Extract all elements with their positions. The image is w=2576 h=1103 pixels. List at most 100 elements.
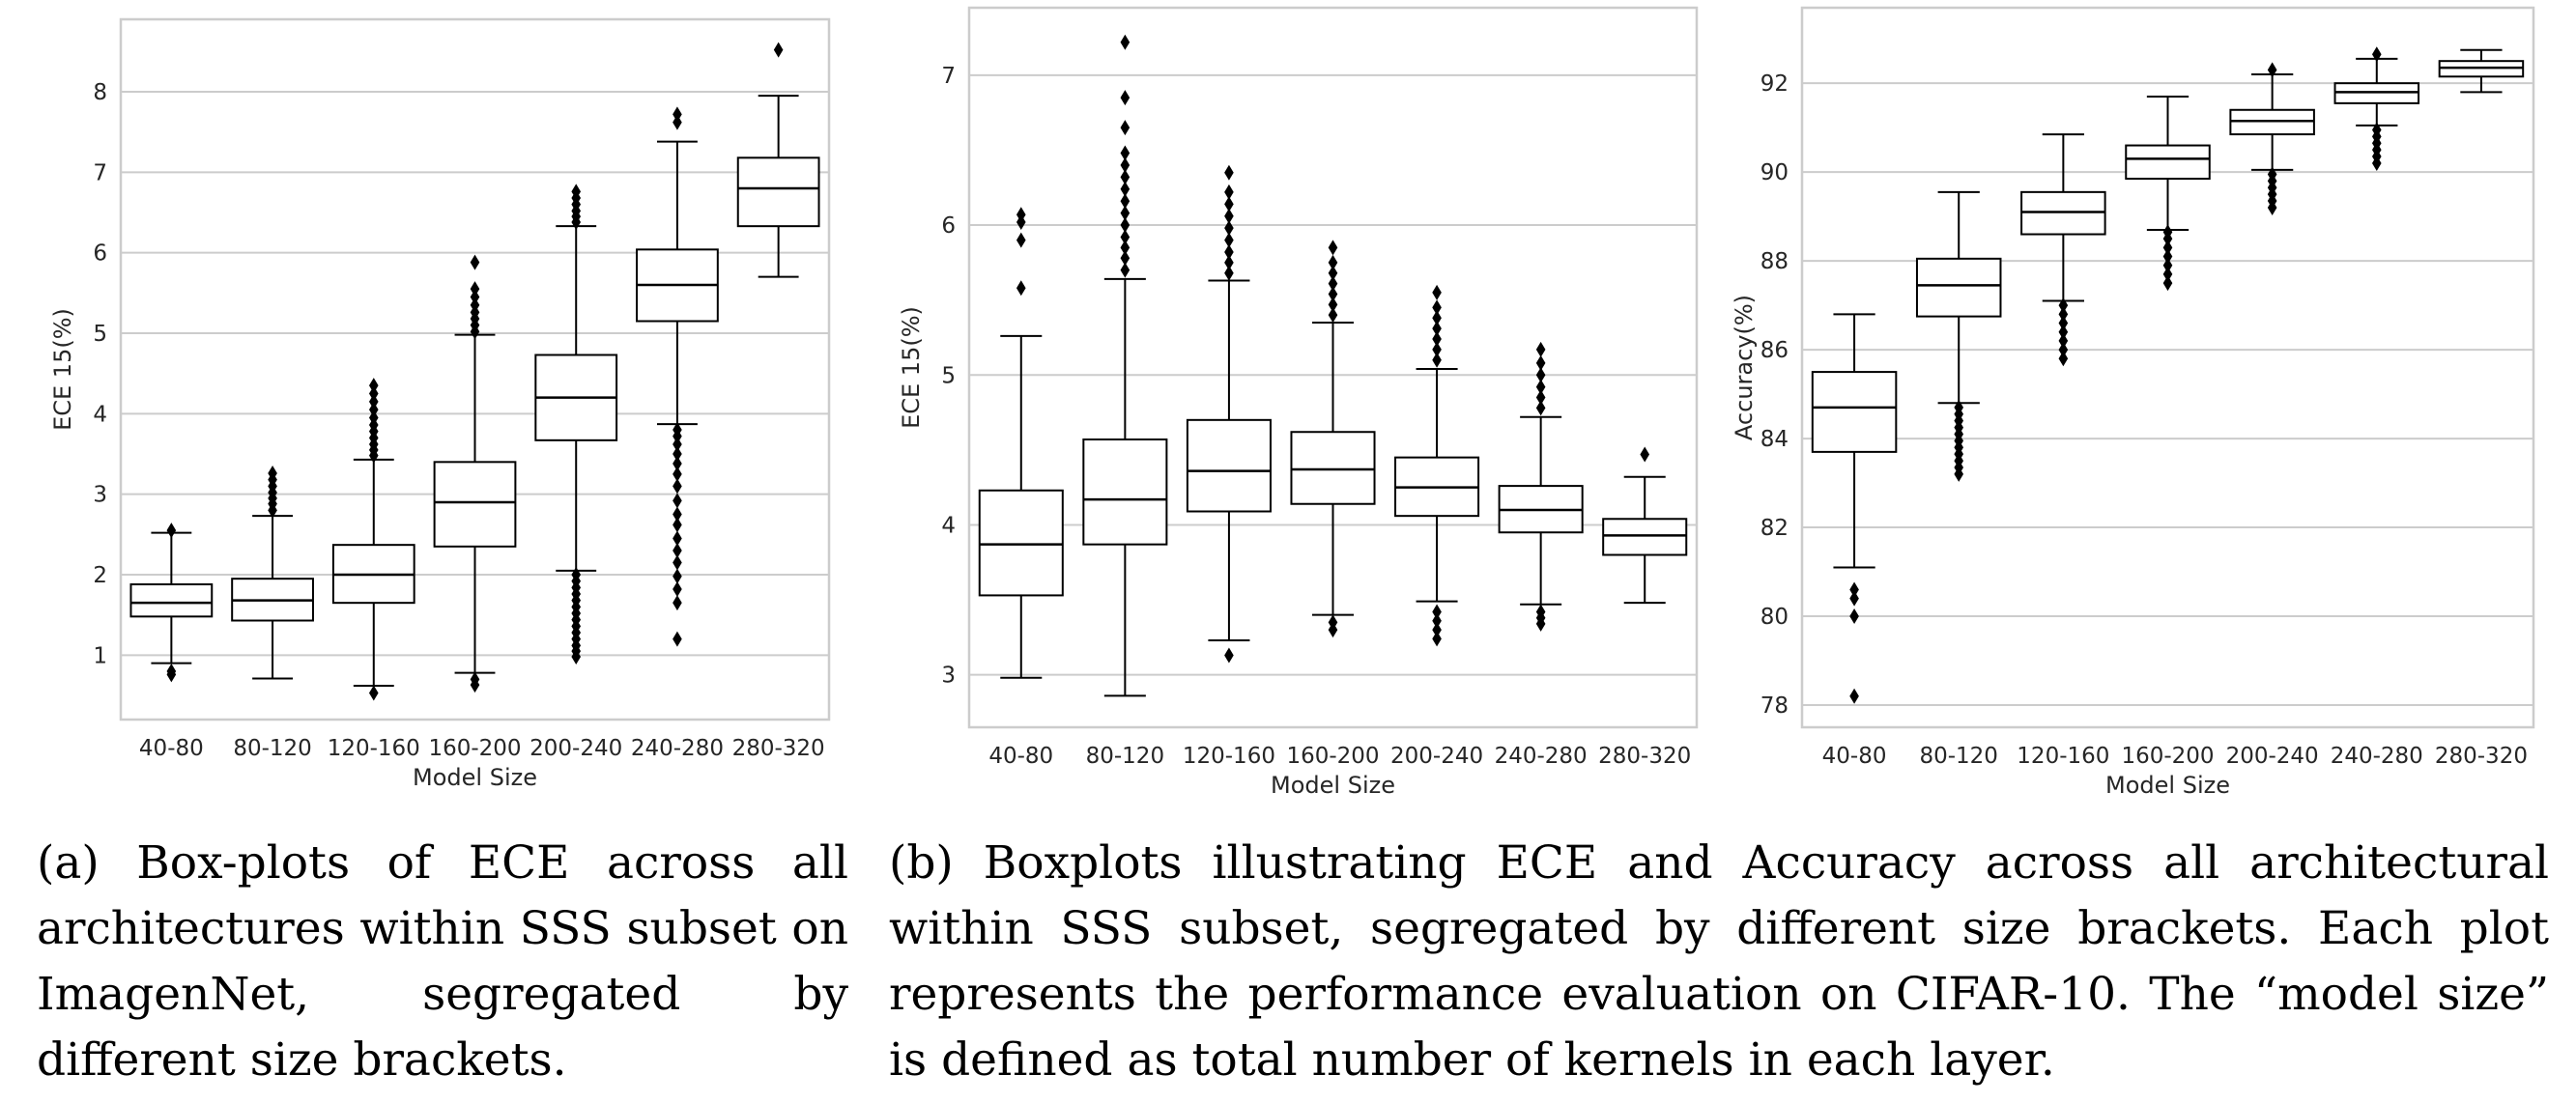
outlier-point — [673, 106, 682, 123]
box-iqr — [1290, 431, 1376, 505]
outlier-point — [2058, 342, 2069, 358]
outlier-point — [1849, 688, 1859, 704]
box-80-120 — [1082, 34, 1168, 697]
outlier-point — [2058, 324, 2069, 340]
y-tick-label: 6 — [941, 213, 956, 239]
outlier-point — [1432, 612, 1442, 629]
outlier-point — [673, 631, 682, 647]
box-160-200 — [1290, 240, 1376, 638]
y-tick-label: 80 — [1760, 605, 1789, 630]
outlier-point — [1432, 622, 1442, 638]
outlier-point — [673, 437, 682, 452]
x-tick-label: 80-120 — [233, 736, 311, 761]
box-280-320 — [2438, 48, 2525, 94]
y-tick-label: 84 — [1760, 427, 1789, 452]
outlier-point — [1016, 207, 1026, 223]
outlier-point — [2058, 315, 2069, 331]
box-200-240 — [1394, 284, 1480, 647]
outlier-point — [1224, 208, 1234, 224]
outlier-point — [268, 466, 277, 481]
x-tick-label: 280-320 — [2435, 744, 2528, 769]
outlier-point — [571, 567, 582, 582]
outlier-point — [2058, 332, 2069, 349]
outlier-point — [1432, 299, 1442, 316]
box-40-80 — [129, 523, 214, 683]
box-iqr — [978, 489, 1064, 597]
outlier-point — [1328, 254, 1338, 270]
outlier-point — [1849, 590, 1859, 607]
outlier-point — [1120, 181, 1131, 197]
y-tick-label: 2 — [93, 563, 107, 588]
x-tick-label: 240-280 — [631, 736, 724, 761]
box-iqr — [736, 156, 820, 228]
outlier-point — [673, 517, 682, 533]
outlier-point — [1535, 341, 1546, 357]
outlier-point — [1328, 265, 1338, 281]
outlier-point — [368, 410, 379, 426]
x-tick-label: 80-120 — [1919, 744, 1997, 769]
outlier-point — [673, 114, 682, 130]
y-tick-label: 88 — [1760, 249, 1789, 274]
x-tick-label: 40-80 — [988, 744, 1053, 769]
box-iqr — [1082, 438, 1168, 546]
x-tick-label: 200-240 — [2226, 744, 2319, 769]
x-tick-label: 40-80 — [139, 736, 204, 761]
outlier-point — [1120, 229, 1131, 245]
outlier-point — [2371, 46, 2382, 63]
outlier-point — [673, 446, 682, 462]
outlier-point — [1120, 169, 1131, 185]
outlier-point — [368, 385, 379, 402]
outlier-point — [2058, 297, 2069, 314]
outlier-point — [1120, 250, 1131, 267]
outlier-point — [1954, 399, 1964, 415]
outlier-point — [368, 402, 379, 418]
outlier-point — [673, 568, 682, 584]
outlier-point — [2267, 166, 2277, 183]
outlier-point — [673, 530, 682, 547]
box-240-280 — [2333, 46, 2420, 171]
chart-b1: 3 4 5 6 7 40-80 80-120 120-160 160-200 200-240 240… — [898, 6, 1699, 799]
y-axis-label: ECE 15(%) — [49, 308, 76, 431]
outlier-point — [1432, 352, 1442, 368]
outlier-point — [1535, 354, 1546, 371]
x-axis-label: Model Size — [2105, 772, 2230, 799]
outlier-point — [1120, 156, 1131, 173]
outlier-point — [368, 378, 379, 394]
y-tick-label: 90 — [1760, 160, 1789, 185]
outlier-point — [1224, 184, 1234, 200]
box-40-80 — [1811, 313, 1898, 704]
outlier-point — [166, 523, 177, 539]
outlier-point — [2058, 351, 2069, 367]
outlier-point — [1120, 262, 1131, 278]
y-tick-label: 1 — [93, 643, 107, 668]
box-160-200 — [2125, 95, 2211, 292]
outlier-point — [673, 422, 682, 438]
outlier-point — [571, 184, 582, 200]
caption-b: (b) Boxplots illustrating ECE and Accura… — [889, 836, 2549, 1087]
outlier-point — [1328, 240, 1338, 256]
x-axis-label: Model Size — [413, 764, 537, 791]
box-240-280 — [1498, 341, 1584, 632]
outlier-point — [1224, 265, 1234, 281]
outlier-point — [1224, 647, 1234, 664]
box-200-240 — [534, 184, 618, 665]
outlier-point — [2162, 248, 2173, 265]
outlier-point — [1120, 90, 1131, 106]
y-tick-label: 8 — [93, 80, 107, 105]
outlier-point — [1328, 275, 1338, 292]
outlier-point — [673, 456, 682, 471]
outlier-point — [1224, 243, 1234, 260]
x-tick-label: 200-240 — [530, 736, 622, 761]
caption-a: (a) Box-plots of ECE across all architec… — [37, 836, 848, 1087]
x-tick-label: 240-280 — [2331, 744, 2423, 769]
x-tick-label: 160-200 — [428, 736, 521, 761]
box-240-280 — [636, 106, 719, 647]
outlier-point — [1640, 446, 1650, 463]
outlier-point — [2162, 240, 2173, 256]
outlier-point — [1432, 310, 1442, 326]
outlier-point — [1535, 379, 1546, 395]
y-tick-label: 7 — [93, 160, 107, 185]
outlier-point — [1328, 614, 1338, 631]
outlier-point — [1120, 34, 1131, 50]
